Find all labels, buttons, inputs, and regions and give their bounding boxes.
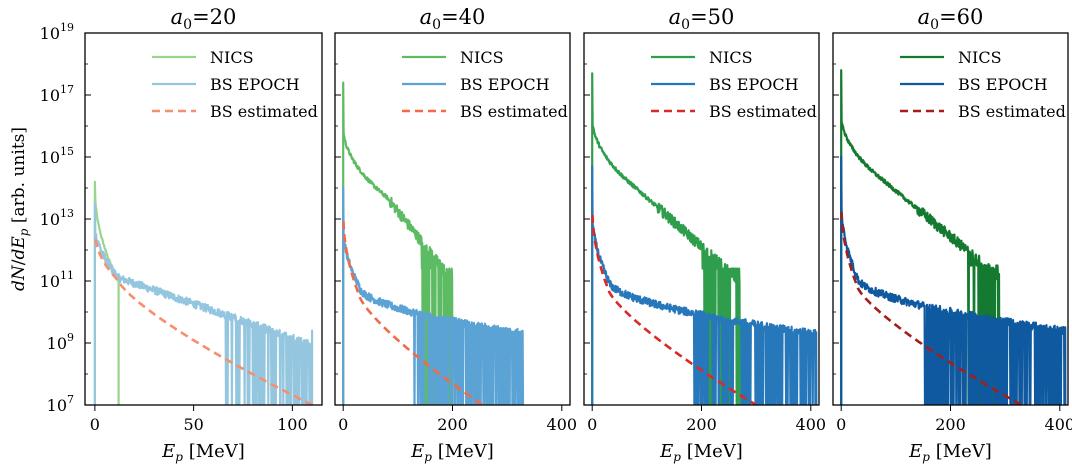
- panels: a0=20 0 50 100 Ep [MeV] NICS BS EPOCH BS estima…: [84, 5, 1072, 464]
- legend-entry-bs-epoch-label: BS EPOCH: [958, 75, 1048, 94]
- panel-title: a0=20: [171, 5, 237, 33]
- x-tick-label: 400: [547, 415, 578, 434]
- x-tick-label: 0: [90, 415, 100, 434]
- plot-area: [840, 69, 1067, 405]
- x-tick-label: 400: [1045, 415, 1072, 434]
- panel-title: a0=50: [669, 5, 735, 33]
- series-bs-estimated: [342, 221, 484, 405]
- series-bs-epoch: [591, 165, 818, 405]
- series-bs-estimated: [94, 238, 313, 405]
- y-tick-label: 1015: [40, 145, 74, 167]
- legend: NICS BS EPOCH BS estimated: [900, 48, 1066, 121]
- x-tick-label: 200: [686, 415, 717, 434]
- y-tick-label: 107: [47, 393, 74, 415]
- legend: NICS BS EPOCH BS estimated: [651, 48, 817, 121]
- x-axis-label: Ep [MeV]: [659, 441, 743, 464]
- panel-title: a0=60: [918, 5, 984, 33]
- y-axis-label: dN/dEp [arb. units]: [9, 127, 31, 291]
- x-tick-label: 0: [836, 415, 846, 434]
- legend-entry-bs-estimated-label: BS estimated: [958, 102, 1066, 121]
- legend-entry-bs-estimated-label: BS estimated: [460, 102, 568, 121]
- legend-entry-bs-estimated-label: BS estimated: [210, 102, 318, 121]
- y-tick-label: 1013: [40, 207, 74, 229]
- x-axis-label: Ep [MeV]: [161, 441, 245, 464]
- series-bs-estimated: [591, 214, 758, 405]
- panel-1: a0=20 0 50 100 Ep [MeV] NICS BS EPOCH BS estima…: [84, 5, 323, 464]
- y-tick-label: 1011: [40, 269, 74, 291]
- series-nics: [840, 69, 1001, 405]
- plot-area: [342, 81, 525, 405]
- x-tick-label: 50: [183, 415, 203, 434]
- x-axis-label: Ep [MeV]: [908, 441, 992, 464]
- x-tick-label: 0: [338, 415, 348, 434]
- x-tick-label: 400: [796, 415, 827, 434]
- legend: NICS BS EPOCH BS estimated: [402, 48, 568, 121]
- series-bs-epoch: [93, 202, 314, 405]
- legend-entry-bs-epoch-label: BS EPOCH: [460, 75, 550, 94]
- x-tick-label: 100: [277, 415, 308, 434]
- x-tick-label: 200: [935, 415, 966, 434]
- y-tick-label: 109: [47, 331, 74, 353]
- panel-title: a0=40: [420, 5, 486, 33]
- x-tick-label: 200: [437, 415, 468, 434]
- legend-entry-nics-label: NICS: [460, 48, 504, 67]
- panel-2: a0=40 0 200 400 Ep [MeV] NICS BS EPOCH BS estim…: [334, 5, 578, 464]
- legend-entry-bs-epoch-label: BS EPOCH: [210, 75, 300, 94]
- legend-entry-nics-label: NICS: [709, 48, 753, 67]
- series-nics: [591, 72, 741, 405]
- series-bs-estimated: [840, 211, 1023, 405]
- legend-entry-bs-estimated-label: BS estimated: [709, 102, 817, 121]
- plot-area: [93, 180, 314, 405]
- panel-4: a0=60 0 200 400 Ep [MeV] NICS BS EPOCH BS estim…: [832, 5, 1072, 464]
- y-tick-label: 1017: [40, 83, 74, 105]
- x-axis-label: Ep [MeV]: [410, 441, 494, 464]
- series-bs-epoch: [342, 186, 525, 405]
- series-nics: [342, 81, 454, 405]
- plot-area: [591, 72, 818, 405]
- legend-entry-nics-label: NICS: [958, 48, 1002, 67]
- series-bs-epoch: [840, 155, 1067, 405]
- y-tick-label: 1019: [40, 21, 74, 43]
- panel-3: a0=50 0 200 400 Ep [MeV] NICS BS EPOCH BS estim…: [583, 5, 827, 464]
- legend: NICS BS EPOCH BS estimated: [152, 48, 318, 121]
- legend-entry-bs-epoch-label: BS EPOCH: [709, 75, 799, 94]
- legend-entry-nics-label: NICS: [210, 48, 254, 67]
- y-tick-labels: 107 109 1011 1013 1015 1017 1019: [40, 21, 74, 415]
- x-tick-label: 0: [587, 415, 597, 434]
